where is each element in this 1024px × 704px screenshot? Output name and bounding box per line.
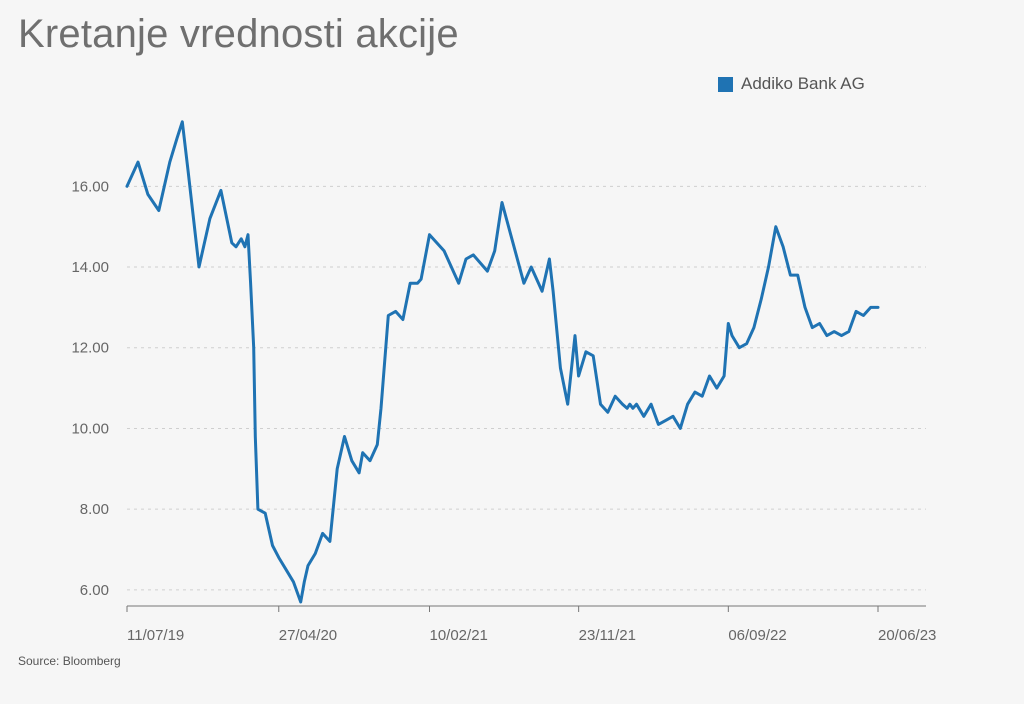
x-tick-label: 27/04/20 — [279, 627, 337, 644]
axis-layer: 6.00 8.00 10.00 12.00 14.00 16.00 11/07/19 27/0… — [71, 178, 936, 644]
series-line-addiko-bank — [125, 120, 880, 604]
y-tick-label: 8.00 — [80, 501, 109, 518]
legend: Addiko Bank AG — [718, 74, 865, 94]
source-note: Source: Bloomberg — [18, 654, 121, 668]
legend-swatch — [718, 76, 733, 92]
legend-label: Addiko Bank AG — [741, 74, 865, 93]
y-tick-label: 12.00 — [71, 340, 109, 357]
x-tick-label: 20/06/23 — [878, 627, 936, 644]
grid-layer — [127, 185, 926, 591]
x-tick-label: 10/02/21 — [429, 627, 487, 644]
y-tick-label: 14.00 — [71, 259, 109, 276]
x-tick-label: 23/11/21 — [579, 627, 636, 644]
y-tick-label: 16.00 — [71, 178, 109, 195]
chart-title: Kretanje vrednosti akcije — [18, 12, 459, 56]
y-tick-label: 10.00 — [71, 420, 109, 437]
y-tick-label: 6.00 — [80, 582, 109, 599]
x-tick-label: 06/09/22 — [728, 627, 786, 644]
x-tick-label: 11/07/19 — [127, 627, 184, 644]
series-layer — [125, 120, 880, 604]
